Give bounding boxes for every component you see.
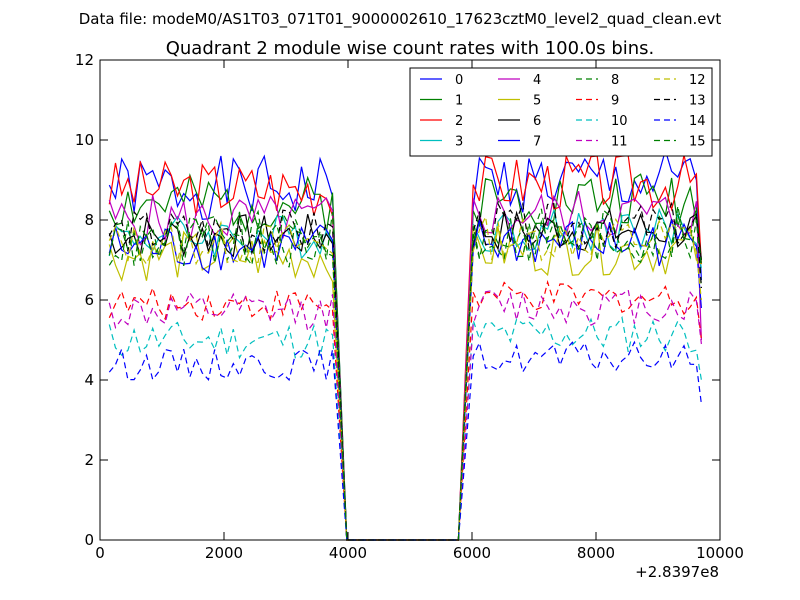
series-line-10 [108,316,702,541]
chart-title: Quadrant 2 module wise count rates with … [166,38,655,59]
legend-label-0: 0 [455,73,463,88]
y-tick-label: 12 [75,51,94,69]
legend-label-3: 3 [455,135,463,150]
legend-label-10: 10 [611,114,628,129]
legend-label-5: 5 [533,94,541,109]
legend-label-13: 13 [689,94,706,109]
series-line-12 [108,214,702,541]
chart-suptitle: Data file: modeM0/AS1T03_071T01_90000026… [79,10,722,29]
legend-label-9: 9 [611,94,619,109]
legend-label-1: 1 [455,94,463,109]
legend-label-11: 11 [611,135,628,150]
plot-series-layer [108,148,702,541]
legend-label-14: 14 [689,114,706,129]
series-line-13 [108,201,702,541]
legend-label-4: 4 [533,73,541,88]
legend-label-12: 12 [689,73,706,88]
x-tick-label: 4000 [329,544,367,562]
y-tick-label: 6 [84,291,94,309]
series-line-14 [108,340,702,541]
x-offset-label: +2.8397e8 [635,563,719,581]
x-tick-label: 0 [95,544,105,562]
y-tick-label: 8 [84,211,94,229]
series-line-9 [108,279,702,541]
x-tick-label: 2000 [205,544,243,562]
x-tick-label: 6000 [453,544,491,562]
x-tick-label: 10000 [696,544,744,562]
series-line-3 [108,207,702,541]
y-tick-label: 2 [84,451,94,469]
y-tick-label: 0 [84,531,94,549]
y-tick-label: 10 [75,131,94,149]
series-line-6 [108,207,702,541]
series-line-2 [108,153,702,541]
legend-label-2: 2 [455,114,463,129]
series-line-5 [108,224,702,541]
y-tick-label: 4 [84,371,94,389]
x-tick-label: 8000 [577,544,615,562]
legend-box [409,67,713,157]
legend-label-8: 8 [611,73,619,88]
legend-label-6: 6 [533,114,541,129]
series-line-11 [108,288,702,541]
series-line-15 [108,214,702,541]
legend-label-15: 15 [689,135,706,150]
legend-label-7: 7 [533,135,541,150]
series-line-0 [108,148,702,541]
series-line-8 [108,205,702,541]
